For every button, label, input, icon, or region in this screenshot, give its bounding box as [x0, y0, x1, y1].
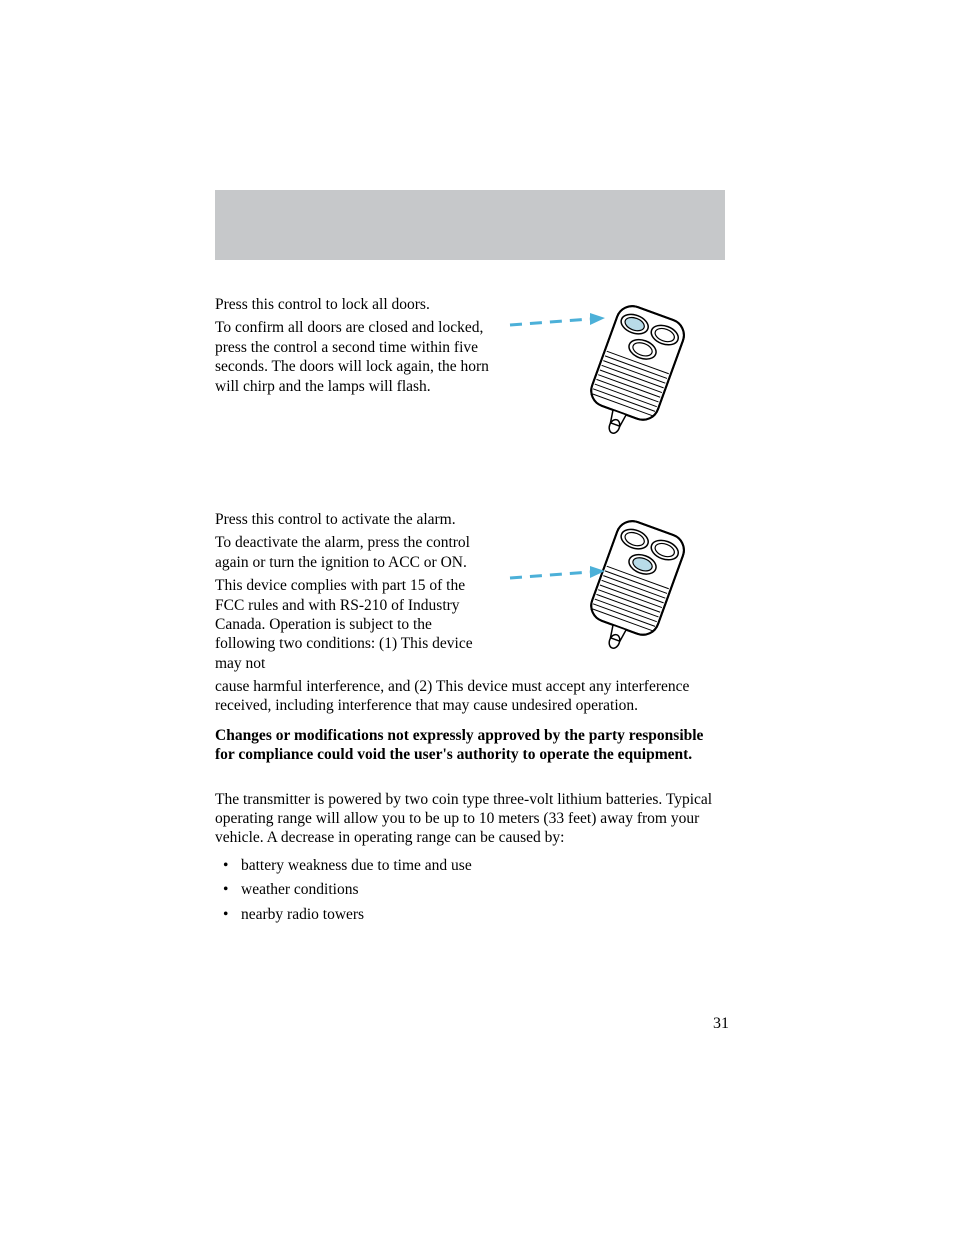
page-content: Press this control to lock all doors. To… [215, 295, 725, 948]
remote-figure-2 [505, 510, 725, 675]
remote-figure-1 [505, 295, 725, 460]
battery-p1: The transmitter is powered by two coin t… [215, 790, 725, 848]
range-factors-list: battery weakness due to time and use wea… [215, 854, 725, 928]
alarm-p1: Press this control to activate the alarm… [215, 510, 495, 529]
alarm-section: Press this control to activate the alarm… [215, 510, 725, 765]
list-item: nearby radio towers [223, 903, 725, 928]
battery-section: The transmitter is powered by two coin t… [215, 790, 725, 929]
alarm-p3-cont: cause harmful interference, and (2) This… [215, 677, 725, 716]
lock-p1: Press this control to lock all doors. [215, 295, 495, 314]
page-number: 31 [713, 1015, 729, 1033]
list-item: weather conditions [223, 878, 725, 903]
lock-p2: To confirm all doors are closed and lock… [215, 318, 495, 396]
list-item: battery weakness due to time and use [223, 854, 725, 879]
lock-doors-section: Press this control to lock all doors. To… [215, 295, 725, 465]
header-bar [215, 190, 725, 260]
compliance-warning: Changes or modifications not expressly a… [215, 726, 725, 765]
alarm-p3-partial: This device complies with part 15 of the… [215, 576, 495, 673]
alarm-p2: To deactivate the alarm, press the contr… [215, 533, 495, 572]
